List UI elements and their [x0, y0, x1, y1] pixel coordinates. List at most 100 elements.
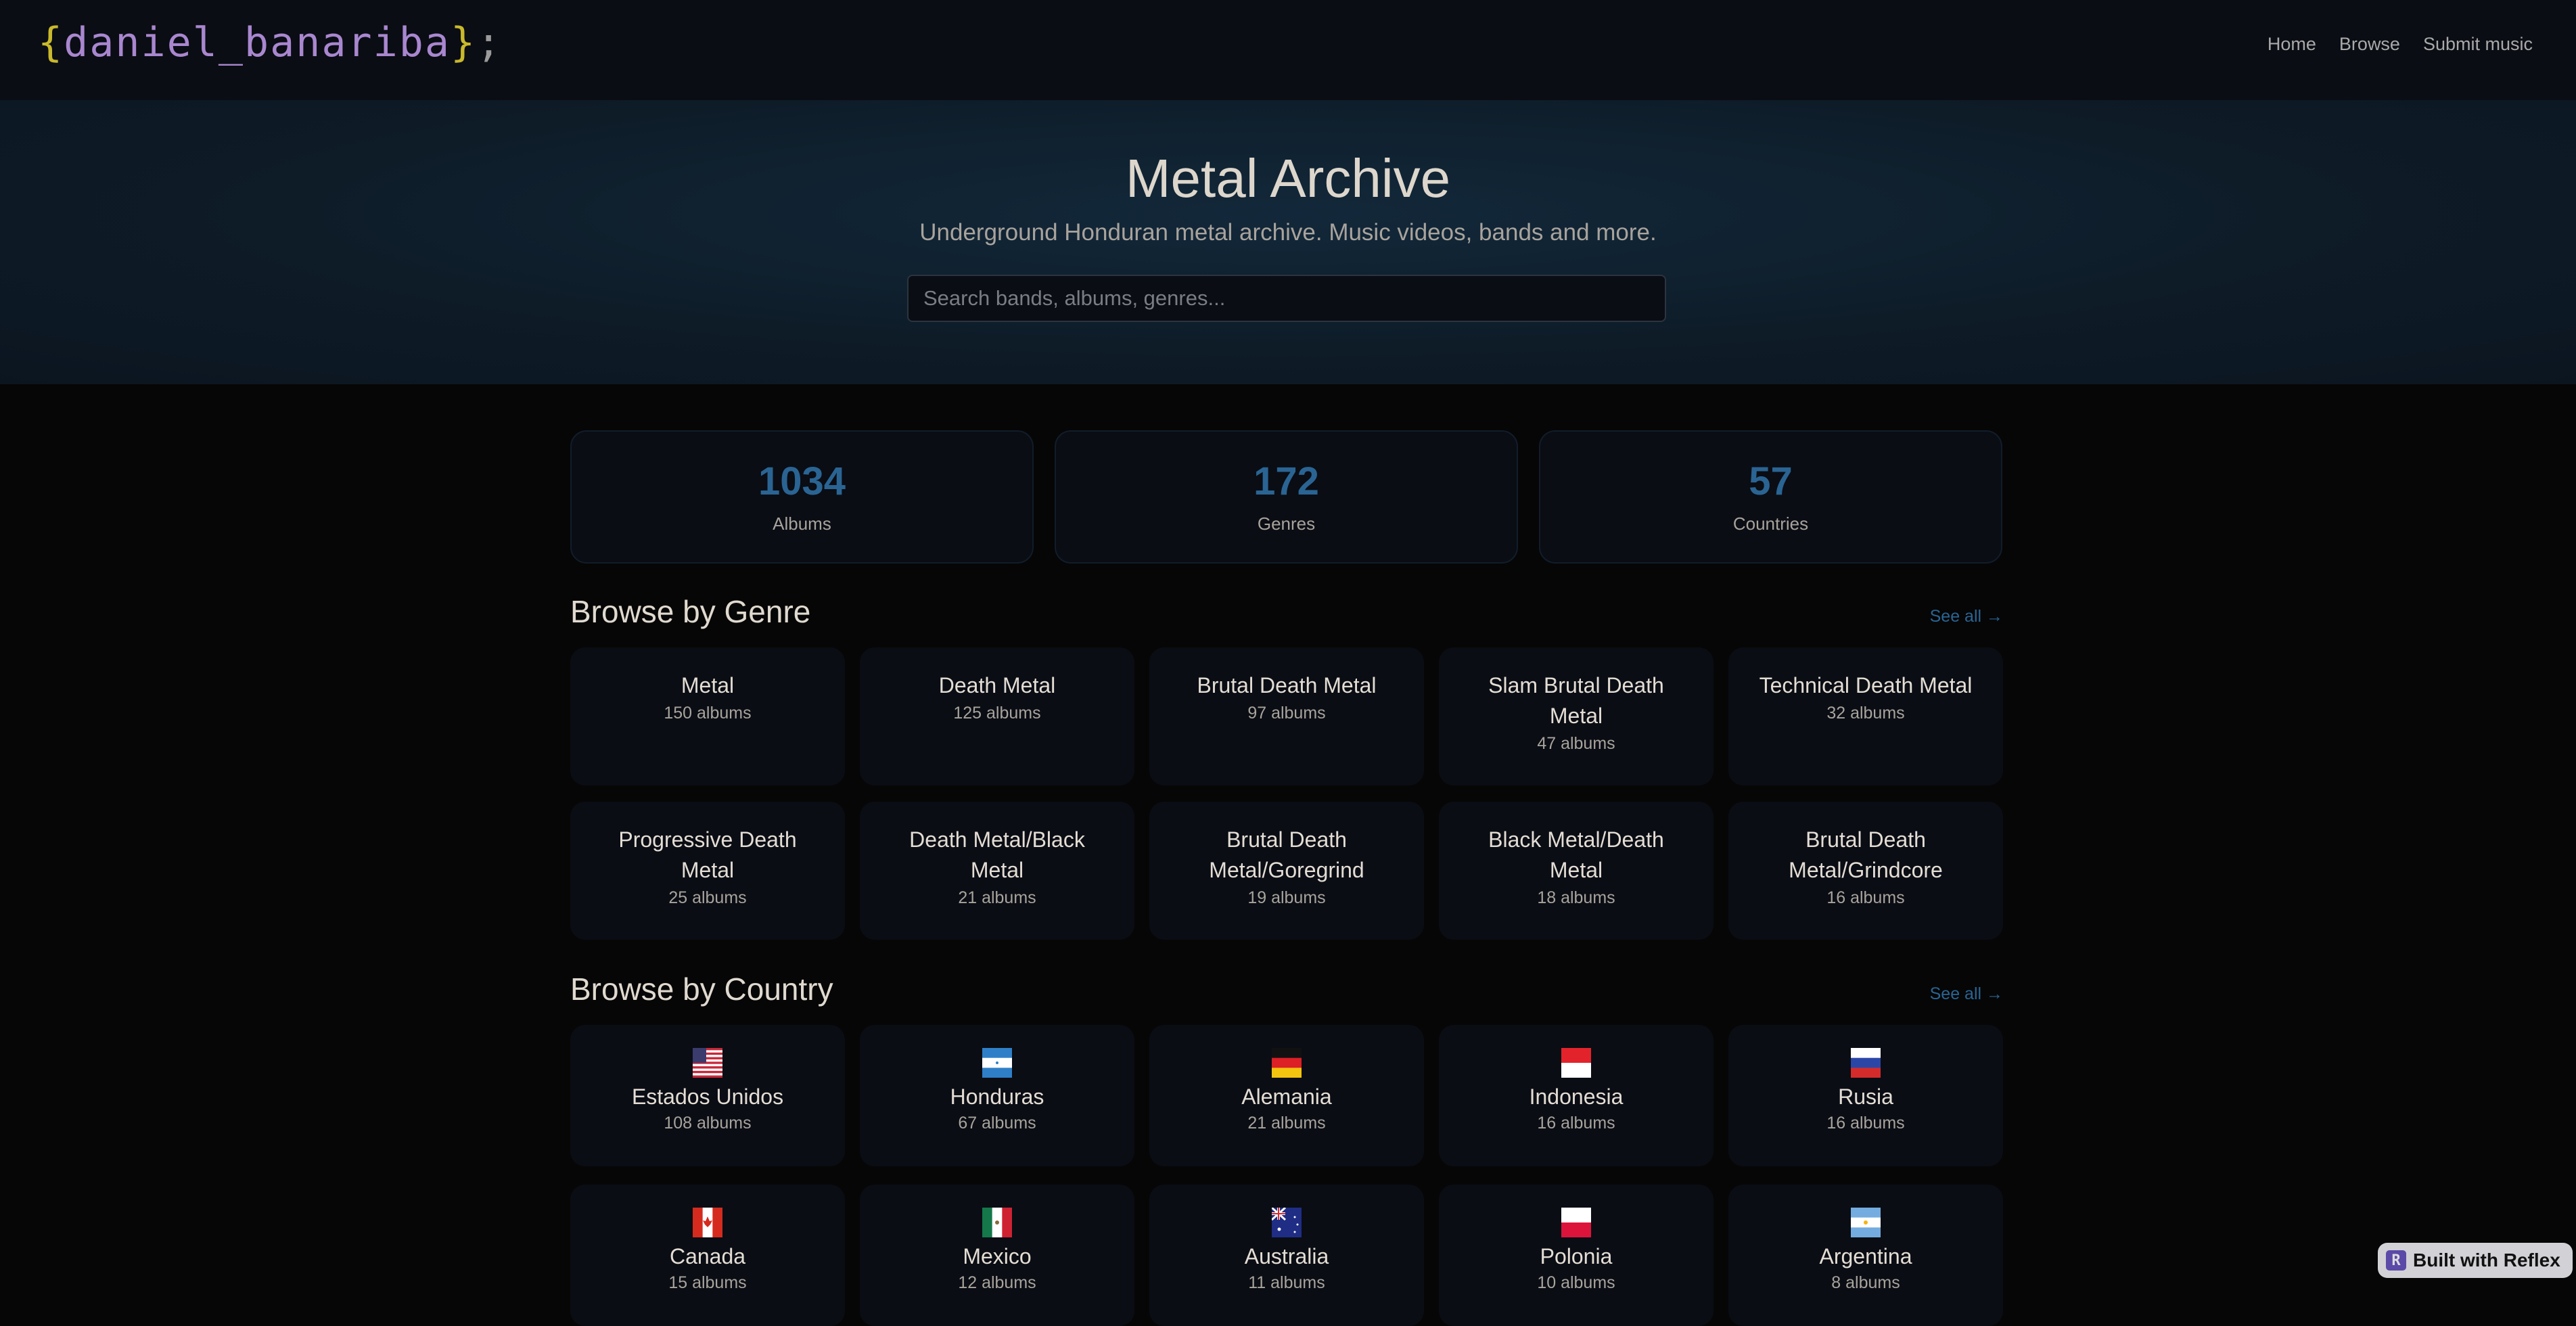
badge-label: Built with Reflex [2413, 1250, 2560, 1271]
genre-card[interactable]: Metal 150 albums [570, 647, 845, 785]
country-section: Browse by Country See all → Estados Unid… [570, 969, 2003, 1326]
country-album-count: 67 albums [958, 1114, 1036, 1133]
country-name: Polonia [1540, 1244, 1613, 1268]
flag-pl-icon [1561, 1208, 1591, 1237]
country-card[interactable]: Australia 11 albums [1149, 1185, 1424, 1326]
genre-name: Brutal Death Metal [1197, 673, 1377, 698]
country-album-count: 8 albums [1831, 1273, 1900, 1292]
country-album-count: 16 albums [1826, 1114, 1905, 1133]
country-section-header: Browse by Country See all → [570, 969, 2003, 1009]
genre-album-count: 97 albums [1247, 704, 1326, 723]
country-name: Estados Unidos [631, 1084, 784, 1109]
flag-de-icon [1272, 1048, 1302, 1078]
site-logo[interactable]: {daniel_banariba}; [38, 19, 502, 66]
nav-browse[interactable]: Browse [2339, 34, 2400, 54]
genre-section: Browse by Genre See all → Metal 150 album… [570, 591, 2003, 940]
flag-mx-icon [982, 1208, 1012, 1237]
genre-album-count: 32 albums [1826, 704, 1905, 723]
country-name: Australia [1244, 1244, 1329, 1268]
country-name: Mexico [963, 1244, 1032, 1268]
country-card[interactable]: Rusia 16 albums [1728, 1025, 2003, 1166]
genre-album-count: 25 albums [668, 888, 747, 907]
stat-label: Albums [773, 513, 831, 534]
genre-card[interactable]: Slam Brutal Death Metal 47 albums [1439, 647, 1714, 785]
genre-album-count: 21 albums [958, 888, 1036, 907]
country-card[interactable]: Argentina 8 albums [1728, 1185, 2003, 1326]
country-album-count: 108 albums [664, 1114, 752, 1133]
genre-name: Technical Death Metal [1759, 673, 1973, 698]
built-with-reflex-badge[interactable]: R Built with Reflex [2378, 1243, 2573, 1278]
genre-album-count: 19 albums [1247, 888, 1326, 907]
genre-name: Black Metal/Death Metal [1488, 827, 1664, 882]
genre-name: Brutal Death Metal/Grindcore [1789, 827, 1943, 882]
genre-card[interactable]: Technical Death Metal 32 albums [1728, 647, 2003, 785]
hero-section: Metal Archive Underground Honduran metal… [0, 100, 2576, 384]
genre-card[interactable]: Brutal Death Metal 97 albums [1149, 647, 1424, 785]
genre-card[interactable]: Brutal Death Metal/Goregrind 19 albums [1149, 802, 1424, 940]
country-card[interactable]: Estados Unidos 108 albums [570, 1025, 845, 1166]
genre-section-header: Browse by Genre See all → [570, 591, 2003, 632]
country-name: Alemania [1241, 1084, 1332, 1109]
flag-ru-icon [1851, 1048, 1881, 1078]
country-heading: Browse by Country [570, 971, 833, 1007]
genre-album-count: 16 albums [1826, 888, 1905, 907]
genre-name: Death Metal [938, 673, 1056, 698]
search-input[interactable] [907, 275, 1666, 322]
top-header: {daniel_banariba}; Home Browse Submit mu… [0, 0, 2576, 100]
main-nav: Home Browse Submit music [2268, 34, 2533, 55]
flag-us-icon [693, 1048, 722, 1078]
genre-card[interactable]: Death Metal/Black Metal 21 albums [860, 802, 1134, 940]
genre-name: Death Metal/Black Metal [909, 827, 1085, 882]
genres-see-all-link[interactable]: See all → [1929, 606, 2003, 626]
flag-ca-icon [693, 1208, 722, 1237]
logo-close-brace: } [450, 19, 477, 66]
logo-semicolon: ; [476, 19, 503, 66]
country-name: Rusia [1838, 1084, 1893, 1109]
genre-card[interactable]: Death Metal 125 albums [860, 647, 1134, 785]
genre-grid: Metal 150 albums Death Metal 125 albums Brut… [570, 647, 2003, 940]
stats-row: 1034 Albums 172 Genres 57 Countries [570, 430, 2003, 564]
stat-value: 172 [1254, 459, 1319, 503]
nav-home[interactable]: Home [2267, 34, 2316, 54]
country-album-count: 15 albums [668, 1273, 747, 1292]
flag-hn-icon [982, 1048, 1012, 1078]
country-card[interactable]: Mexico 12 albums [860, 1185, 1134, 1326]
country-album-count: 12 albums [958, 1273, 1036, 1292]
country-name: Argentina [1819, 1244, 1912, 1268]
country-name: Canada [669, 1244, 746, 1268]
genre-card[interactable]: Brutal Death Metal/Grindcore 16 albums [1728, 802, 2003, 940]
genre-album-count: 125 albums [953, 704, 1041, 723]
country-name: Indonesia [1529, 1084, 1624, 1109]
genre-name: Brutal Death Metal/Goregrind [1209, 827, 1364, 882]
genre-album-count: 47 albums [1537, 734, 1615, 753]
genre-heading: Browse by Genre [570, 594, 811, 629]
genre-name: Metal [681, 673, 735, 698]
stat-value: 57 [1749, 459, 1793, 503]
country-card[interactable]: Canada 15 albums [570, 1185, 845, 1326]
genre-name: Slam Brutal Death Metal [1488, 673, 1664, 728]
stat-countries: 57 Countries [1539, 430, 2002, 564]
country-card[interactable]: Indonesia 16 albums [1439, 1025, 1714, 1166]
stat-value: 1034 [758, 459, 846, 503]
stat-label: Genres [1257, 513, 1316, 534]
countries-see-all-link[interactable]: See all → [1929, 984, 2003, 1003]
nav-submit-music[interactable]: Submit music [2422, 34, 2533, 54]
country-card[interactable]: Honduras 67 albums [860, 1025, 1134, 1166]
stat-label: Countries [1732, 513, 1809, 534]
logo-name: daniel_banariba [64, 19, 451, 66]
country-card[interactable]: Polonia 10 albums [1439, 1185, 1714, 1326]
country-card[interactable]: Alemania 21 albums [1149, 1025, 1424, 1166]
country-album-count: 11 albums [1248, 1273, 1325, 1292]
genre-album-count: 150 albums [664, 704, 752, 723]
country-album-count: 16 albums [1537, 1114, 1615, 1133]
genre-card[interactable]: Progressive Death Metal 25 albums [570, 802, 845, 940]
genre-album-count: 18 albums [1537, 888, 1615, 907]
country-album-count: 21 albums [1247, 1114, 1326, 1133]
stat-genres: 172 Genres [1055, 430, 1518, 564]
country-album-count: 10 albums [1537, 1273, 1615, 1292]
flag-id-icon [1561, 1048, 1591, 1078]
genre-card[interactable]: Black Metal/Death Metal 18 albums [1439, 802, 1714, 940]
page-title: Metal Archive [1125, 148, 1451, 208]
flag-au-icon [1272, 1208, 1302, 1237]
page-subtitle: Underground Honduran metal archive. Musi… [919, 219, 1657, 246]
